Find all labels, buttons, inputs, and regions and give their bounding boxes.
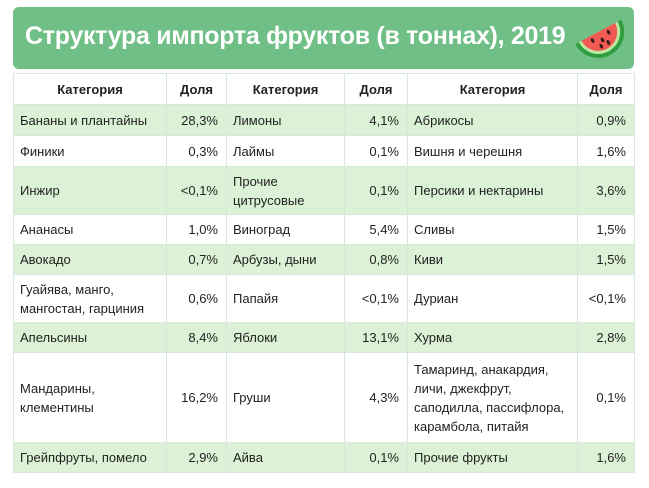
share-cell: 0,1% [344,135,408,167]
header-share: Доля [344,73,408,105]
share-cell: 0,1% [577,352,635,443]
share-cell: 0,9% [577,104,635,136]
category-cell: Инжир [13,166,167,215]
table-row: Ананасы 1,0% Виноград 5,4% Сливы 1,5% [13,214,635,245]
category-cell: Апельсины [13,322,167,353]
table-row: Бананы и плантайны 28,3% Лимоны 4,1% Абр… [13,104,635,136]
header-category: Категория [407,73,578,105]
share-cell: <0,1% [166,166,227,215]
watermelon-icon [575,19,625,58]
category-cell: Тамаринд, анакардия, личи, джекфрут, сап… [407,352,578,443]
category-cell: Айва [226,442,345,473]
table-row: Гуайява, манго, мангостан, гарциния 0,6%… [13,274,635,323]
category-cell: Арбузы, дыни [226,244,345,275]
category-cell: Бананы и плантайны [13,104,167,136]
category-cell: Лимоны [226,104,345,136]
share-cell: 1,5% [577,214,635,245]
page-title: Структура импорта фруктов (в тоннах), 20… [25,22,566,50]
header-share: Доля [577,73,635,105]
share-cell: 2,9% [166,442,227,473]
category-cell: Яблоки [226,322,345,353]
share-cell: 0,7% [166,244,227,275]
share-cell: 5,4% [344,214,408,245]
category-cell: Персики и нектарины [407,166,578,215]
share-cell: 1,6% [577,442,635,473]
header-category: Категория [226,73,345,105]
category-cell: Виноград [226,214,345,245]
category-cell: Лаймы [226,135,345,167]
share-cell: <0,1% [344,274,408,323]
category-cell: Мандарины, клементины [13,352,167,443]
share-cell: 2,8% [577,322,635,353]
category-cell: Вишня и черешня [407,135,578,167]
table-row: Инжир <0,1% Прочие цитрусовые 0,1% Перси… [13,166,635,215]
category-cell: Ананасы [13,214,167,245]
share-cell: 8,4% [166,322,227,353]
share-cell: 28,3% [166,104,227,136]
category-cell: Грейпфруты, помело [13,442,167,473]
share-cell: 1,6% [577,135,635,167]
share-cell: 1,5% [577,244,635,275]
category-cell: Абрикосы [407,104,578,136]
table-row: Мандарины, клементины 16,2% Груши 4,3% Т… [13,352,635,443]
table-row: Авокадо 0,7% Арбузы, дыни 0,8% Киви 1,5% [13,244,635,275]
title-bar: Структура импорта фруктов (в тоннах), 20… [13,7,634,69]
share-cell: 13,1% [344,322,408,353]
category-cell: Папайя [226,274,345,323]
share-cell: 0,6% [166,274,227,323]
share-cell: 0,1% [344,166,408,215]
share-cell: 16,2% [166,352,227,443]
share-cell: 1,0% [166,214,227,245]
header-category: Категория [13,73,167,105]
category-cell: Груши [226,352,345,443]
share-cell: 0,3% [166,135,227,167]
category-cell: Дуриан [407,274,578,323]
share-cell: 3,6% [577,166,635,215]
table-row: Апельсины 8,4% Яблоки 13,1% Хурма 2,8% [13,322,635,353]
category-cell: Финики [13,135,167,167]
category-cell: Прочие цитрусовые [226,166,345,215]
import-table: Категория Доля Категория Доля Категория … [13,73,635,473]
share-cell: 4,1% [344,104,408,136]
category-cell: Киви [407,244,578,275]
share-cell: <0,1% [577,274,635,323]
header-share: Доля [166,73,227,105]
category-cell: Гуайява, манго, мангостан, гарциния [13,274,167,323]
share-cell: 4,3% [344,352,408,443]
category-cell: Хурма [407,322,578,353]
category-cell: Сливы [407,214,578,245]
table-row: Грейпфруты, помело 2,9% Айва 0,1% Прочие… [13,442,635,473]
category-cell: Авокадо [13,244,167,275]
table-row: Финики 0,3% Лаймы 0,1% Вишня и черешня 1… [13,135,635,167]
share-cell: 0,1% [344,442,408,473]
share-cell: 0,8% [344,244,408,275]
header-row: Категория Доля Категория Доля Категория … [13,73,635,105]
category-cell: Прочие фрукты [407,442,578,473]
